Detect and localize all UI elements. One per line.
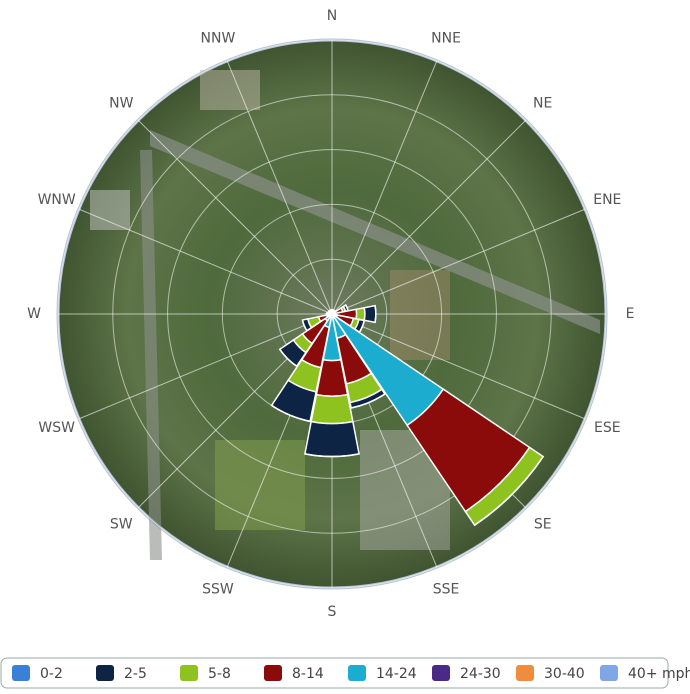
direction-label: NW	[109, 95, 133, 111]
legend-swatch	[432, 665, 450, 681]
legend-label: 2-5	[124, 666, 147, 682]
legend-swatch	[516, 665, 534, 681]
wedge	[375, 306, 376, 323]
legend-swatch	[264, 665, 282, 681]
legend-swatch	[12, 665, 30, 681]
legend-swatch	[96, 665, 114, 681]
wedge	[311, 395, 353, 424]
legend-label: 8-14	[292, 666, 324, 682]
wedge	[364, 306, 376, 323]
direction-label: ESE	[594, 420, 621, 436]
direction-label: SSW	[202, 581, 234, 597]
direction-label: ENE	[593, 192, 621, 208]
legend-label: 14-24	[376, 666, 417, 682]
direction-label: W	[27, 306, 41, 322]
wedge	[305, 422, 359, 457]
direction-label: SW	[110, 517, 133, 533]
legend-label: 24-30	[460, 666, 501, 682]
direction-label: NE	[533, 95, 552, 111]
legend-label: 40+ mph	[628, 666, 690, 682]
legend-swatch	[180, 665, 198, 681]
direction-label: S	[328, 604, 337, 620]
direction-label: WNW	[38, 192, 76, 208]
direction-label: SSE	[433, 581, 460, 597]
direction-label: N	[327, 8, 337, 24]
direction-label: NNE	[431, 31, 461, 47]
direction-label: SE	[534, 517, 552, 533]
legend-label: 5-8	[208, 666, 231, 682]
direction-label: NNW	[201, 31, 236, 47]
legend-label: 30-40	[544, 666, 585, 682]
direction-label: WSW	[38, 420, 75, 436]
wedge	[356, 308, 365, 321]
legend-swatch	[600, 665, 618, 681]
wedge	[330, 310, 331, 311]
legend-swatch	[348, 665, 366, 681]
direction-label: E	[626, 306, 635, 322]
legend-label: 0-2	[40, 666, 63, 682]
